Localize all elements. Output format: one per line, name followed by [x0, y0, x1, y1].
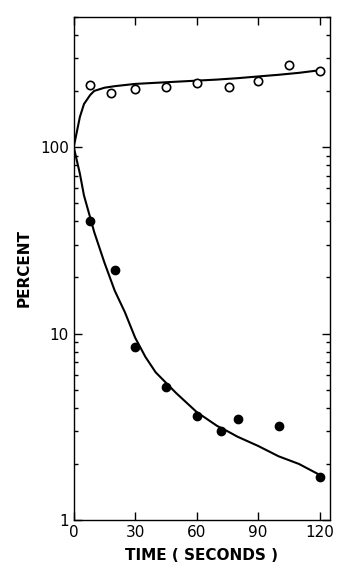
X-axis label: TIME ( SECONDS ): TIME ( SECONDS ) — [125, 548, 278, 563]
Y-axis label: PERCENT: PERCENT — [17, 230, 32, 307]
